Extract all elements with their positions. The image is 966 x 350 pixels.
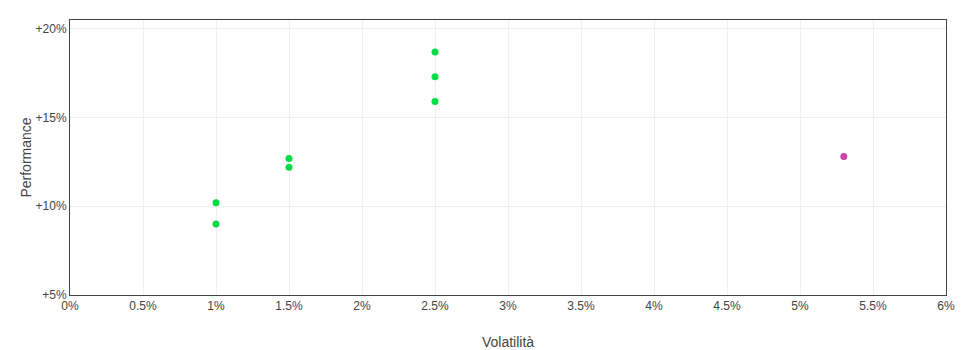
svg-text:5.5%: 5.5% <box>859 299 887 313</box>
svg-text:5%: 5% <box>791 299 809 313</box>
svg-text:4.5%: 4.5% <box>713 299 741 313</box>
svg-text:3%: 3% <box>499 299 517 313</box>
svg-text:1.5%: 1.5% <box>275 299 303 313</box>
svg-text:0%: 0% <box>61 299 79 313</box>
svg-text:+5%: +5% <box>42 288 67 302</box>
svg-text:1%: 1% <box>207 299 225 313</box>
svg-text:0.5%: 0.5% <box>129 299 157 313</box>
svg-text:Performance: Performance <box>18 117 34 197</box>
svg-text:Volatilità: Volatilità <box>482 334 534 350</box>
svg-text:2.5%: 2.5% <box>421 299 449 313</box>
svg-text:+10%: +10% <box>36 199 67 213</box>
svg-text:+20%: +20% <box>36 22 67 36</box>
svg-text:+15%: +15% <box>36 111 67 125</box>
svg-text:2%: 2% <box>353 299 371 313</box>
svg-text:3.5%: 3.5% <box>567 299 595 313</box>
svg-text:4%: 4% <box>645 299 663 313</box>
svg-text:6%: 6% <box>937 299 955 313</box>
